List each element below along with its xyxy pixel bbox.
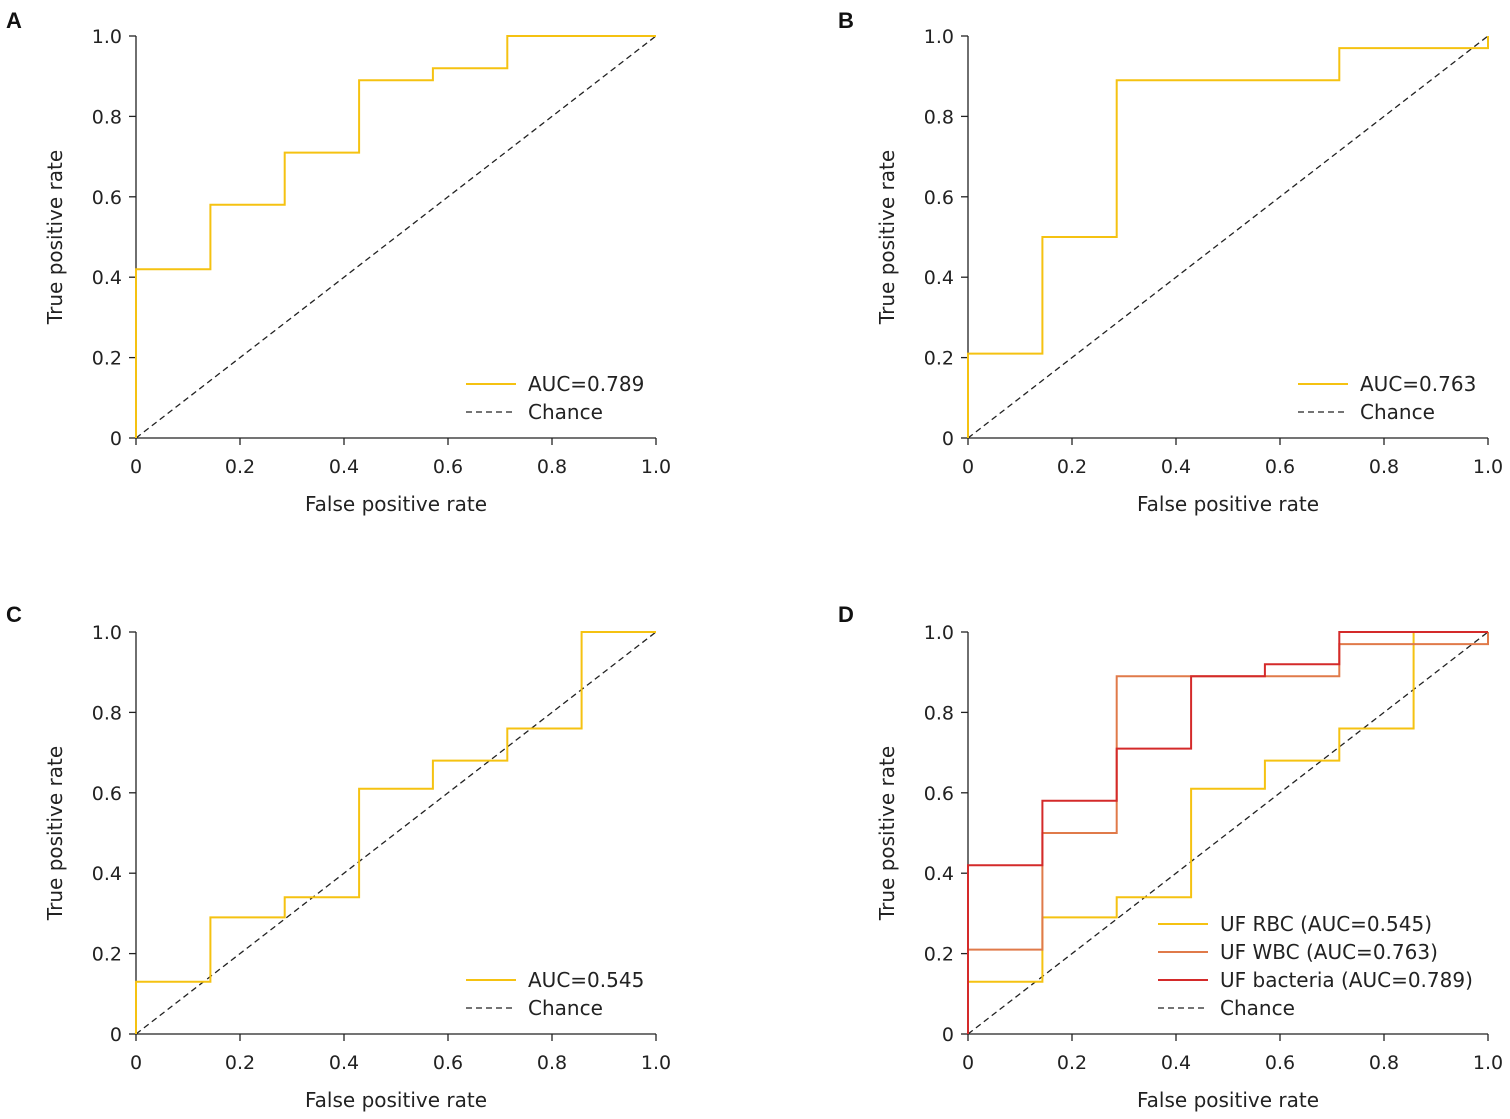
- legend-label: Chance: [1220, 996, 1295, 1020]
- y-tick-label: 0.2: [924, 348, 954, 370]
- y-tick-label: 0.4: [92, 863, 122, 885]
- panel-b: B 0 0.2 0.4 0.6 0.8 1.0 0 0.2 0.4 0.6 0.8 1.0 False p…: [838, 8, 1503, 516]
- x-tick-label: 0: [130, 1052, 142, 1074]
- y-axis-title: True positive rate: [43, 150, 67, 325]
- roc-curve-1: [967, 36, 1489, 438]
- legend: AUC=0.545 Chance: [466, 968, 644, 1020]
- x-tick-label: 1.0: [1473, 1052, 1503, 1074]
- panel-letter-c: C: [6, 602, 22, 627]
- x-tick-label: 1.0: [641, 1052, 671, 1074]
- y-tick-label: 0.6: [924, 783, 954, 805]
- y-tick-label: 1.0: [924, 26, 954, 48]
- x-tick-label: 0: [962, 456, 974, 478]
- y-tick-label: 1.0: [924, 622, 954, 644]
- x-axis-title: False positive rate: [1137, 1088, 1319, 1112]
- x-tick-label: 1.0: [1473, 456, 1503, 478]
- legend: AUC=0.789 Chance: [466, 372, 644, 424]
- x-tick-label: 0.6: [433, 1052, 463, 1074]
- x-tick-label: 0.6: [433, 456, 463, 478]
- legend-label: AUC=0.789: [528, 372, 644, 396]
- y-axis-title: True positive rate: [875, 746, 899, 921]
- legend-label: Chance: [528, 996, 603, 1020]
- y-tick-label: 1.0: [92, 26, 122, 48]
- panel-letter-a: A: [6, 8, 22, 33]
- y-tick-label: 0: [110, 1024, 122, 1046]
- panel-c: C 0 0.2 0.4 0.6 0.8 1.0 0 0.2 0.4 0.6 0.8 1.0 False p…: [6, 602, 671, 1112]
- x-tick-label: 0.8: [1369, 1052, 1399, 1074]
- x-axis-title: False positive rate: [305, 1088, 487, 1112]
- x-tick-label: 0: [962, 1052, 974, 1074]
- legend-label: Chance: [1360, 400, 1435, 424]
- y-tick-label: 0.8: [924, 106, 954, 128]
- panel-d: D 0 0.2 0.4 0.6 0.8 1.0 0 0.2 0.4 0.6 0.8 1.0 False p…: [838, 602, 1503, 1112]
- x-tick-label: 0.8: [537, 1052, 567, 1074]
- y-tick-label: 0.4: [924, 267, 954, 289]
- y-tick-label: 0.6: [92, 187, 122, 209]
- x-axis-title: False positive rate: [305, 492, 487, 516]
- roc-curve-3: [967, 631, 1488, 1034]
- x-tick-label: 0.8: [1369, 456, 1399, 478]
- roc-curve-1: [135, 35, 656, 438]
- legend-label: UF WBC (AUC=0.763): [1220, 940, 1438, 964]
- x-tick-label: 0.4: [1161, 1052, 1191, 1074]
- roc-curve-1: [967, 631, 1488, 1034]
- x-tick-label: 0.4: [329, 456, 359, 478]
- y-tick-label: 0.2: [92, 944, 122, 966]
- x-tick-label: 0.2: [1057, 1052, 1087, 1074]
- y-tick-label: 0.6: [92, 783, 122, 805]
- legend-label: AUC=0.545: [528, 968, 644, 992]
- x-tick-label: 0.4: [329, 1052, 359, 1074]
- panel-letter-b: B: [838, 8, 854, 33]
- x-tick-label: 0.2: [225, 1052, 255, 1074]
- x-tick-label: 0.2: [1057, 456, 1087, 478]
- x-tick-label: 0: [130, 456, 142, 478]
- y-tick-label: 0.8: [92, 106, 122, 128]
- y-axis-title: True positive rate: [875, 150, 899, 325]
- legend-label: Chance: [528, 400, 603, 424]
- legend: AUC=0.763 Chance: [1298, 372, 1476, 424]
- x-tick-label: 1.0: [641, 456, 671, 478]
- panel-letter-d: D: [838, 602, 854, 627]
- y-tick-label: 0.4: [92, 267, 122, 289]
- x-tick-label: 0.6: [1265, 1052, 1295, 1074]
- y-tick-label: 0.8: [92, 702, 122, 724]
- y-tick-label: 0.6: [924, 187, 954, 209]
- legend-label: UF RBC (AUC=0.545): [1220, 912, 1432, 936]
- y-tick-label: 0: [942, 1024, 954, 1046]
- y-tick-label: 0.2: [92, 348, 122, 370]
- x-tick-label: 0.8: [537, 456, 567, 478]
- legend-label: UF bacteria (AUC=0.789): [1220, 968, 1473, 992]
- legend-label: AUC=0.763: [1360, 372, 1476, 396]
- roc-curve-1: [135, 631, 656, 1034]
- y-tick-label: 0.2: [924, 944, 954, 966]
- x-tick-label: 0.2: [225, 456, 255, 478]
- y-tick-label: 0: [942, 428, 954, 450]
- y-axis-title: True positive rate: [43, 746, 67, 921]
- x-tick-label: 0.6: [1265, 456, 1295, 478]
- panel-a: A 0 0.2 0.4 0.6 0.8 1.0 0 0.2 0.4 0.6 0.8 1.0 False p…: [6, 8, 671, 516]
- legend: UF RBC (AUC=0.545) UF WBC (AUC=0.763) UF b…: [1158, 912, 1473, 1020]
- y-tick-label: 0.4: [924, 863, 954, 885]
- y-tick-label: 0: [110, 428, 122, 450]
- y-tick-label: 1.0: [92, 622, 122, 644]
- x-axis-title: False positive rate: [1137, 492, 1319, 516]
- x-tick-label: 0.4: [1161, 456, 1191, 478]
- y-tick-label: 0.8: [924, 702, 954, 724]
